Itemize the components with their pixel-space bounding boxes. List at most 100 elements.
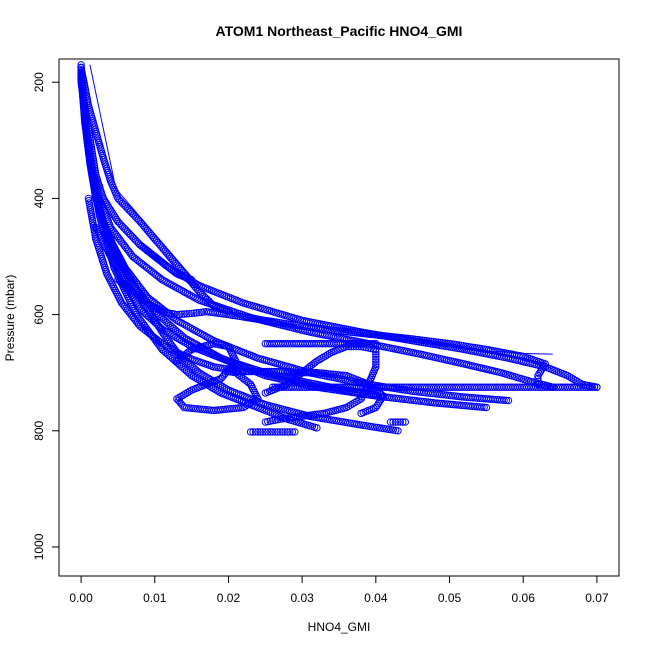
data-point — [420, 336, 428, 345]
data-point — [130, 295, 138, 303]
data-point — [121, 281, 130, 290]
data-point — [237, 404, 245, 412]
data-point — [319, 325, 327, 333]
data-point — [239, 367, 247, 376]
data-point — [344, 328, 352, 336]
data-point — [314, 324, 322, 332]
data-point — [171, 315, 179, 323]
data-point — [441, 339, 449, 347]
data-point — [353, 329, 362, 337]
data-point — [535, 369, 543, 378]
data-point — [372, 355, 380, 364]
data-point — [377, 390, 386, 399]
x-tick-label: 0.01 — [143, 591, 167, 605]
data-point — [425, 337, 433, 345]
series-15 — [136, 241, 196, 284]
data-point — [156, 274, 165, 283]
data-point — [404, 334, 412, 343]
series-8 — [268, 383, 601, 391]
data-point — [298, 322, 306, 330]
data-point — [276, 428, 284, 436]
data-point — [541, 360, 550, 368]
x-tick-label: 0.03 — [290, 591, 314, 605]
data-point — [326, 325, 334, 334]
data-point — [184, 340, 192, 348]
data-point — [362, 330, 371, 338]
data-point — [124, 285, 132, 294]
data-point — [372, 350, 380, 359]
data-point — [480, 403, 488, 412]
data-point — [438, 339, 447, 347]
data-point — [127, 291, 136, 299]
data-point — [266, 428, 274, 436]
data-point — [436, 338, 445, 347]
data-point — [288, 428, 297, 436]
data-point — [185, 341, 194, 350]
data-point — [388, 333, 396, 341]
data-point — [372, 391, 380, 399]
data-point — [192, 309, 201, 317]
data-point — [381, 332, 389, 340]
data-point — [172, 348, 180, 356]
plot-marks — [77, 61, 601, 436]
data-point — [375, 398, 384, 406]
data-point — [377, 396, 385, 404]
data-point — [110, 212, 118, 220]
data-point — [332, 326, 341, 335]
data-point — [278, 428, 287, 436]
data-point — [418, 336, 426, 344]
data-point — [190, 309, 198, 317]
data-point — [385, 332, 394, 341]
data-point — [133, 301, 142, 309]
series-6 — [173, 339, 306, 415]
data-point — [369, 330, 378, 339]
data-point — [187, 371, 196, 380]
data-point — [402, 334, 410, 342]
data-point — [180, 310, 188, 318]
data-point — [291, 428, 299, 436]
data-point — [500, 396, 508, 404]
data-point — [251, 428, 260, 436]
series-17 — [84, 194, 247, 376]
data-point — [590, 383, 599, 391]
data-point — [261, 428, 270, 436]
data-point — [178, 337, 186, 345]
data-point — [178, 310, 186, 318]
data-point — [356, 329, 364, 337]
data-point — [396, 418, 405, 426]
data-point — [309, 323, 318, 332]
series-11 — [246, 428, 299, 436]
data-point — [172, 333, 180, 341]
data-point — [372, 331, 380, 339]
data-point — [413, 335, 421, 344]
data-point — [504, 396, 513, 405]
series-10 — [283, 368, 387, 418]
x-tick-label: 0.02 — [217, 591, 241, 605]
data-point — [234, 404, 243, 412]
data-point — [77, 61, 85, 69]
data-point — [342, 327, 350, 336]
data-point — [539, 364, 547, 372]
data-point — [367, 339, 376, 348]
data-point — [176, 350, 184, 358]
data-point — [132, 299, 141, 307]
data-point — [281, 428, 289, 436]
data-point — [256, 428, 265, 436]
y-tick-label: 600 — [32, 304, 46, 324]
data-point — [176, 335, 184, 344]
data-point — [249, 428, 257, 436]
data-point — [191, 374, 200, 382]
data-point — [313, 424, 321, 432]
data-point — [182, 339, 190, 347]
data-point — [109, 210, 117, 218]
y-tick-label: 200 — [32, 72, 46, 92]
data-point — [157, 326, 165, 334]
data-point — [162, 342, 170, 350]
data-point — [534, 374, 542, 383]
data-point — [376, 331, 385, 340]
data-point — [357, 409, 365, 418]
data-point — [193, 375, 202, 383]
data-point — [168, 345, 176, 354]
data-point — [394, 427, 402, 435]
